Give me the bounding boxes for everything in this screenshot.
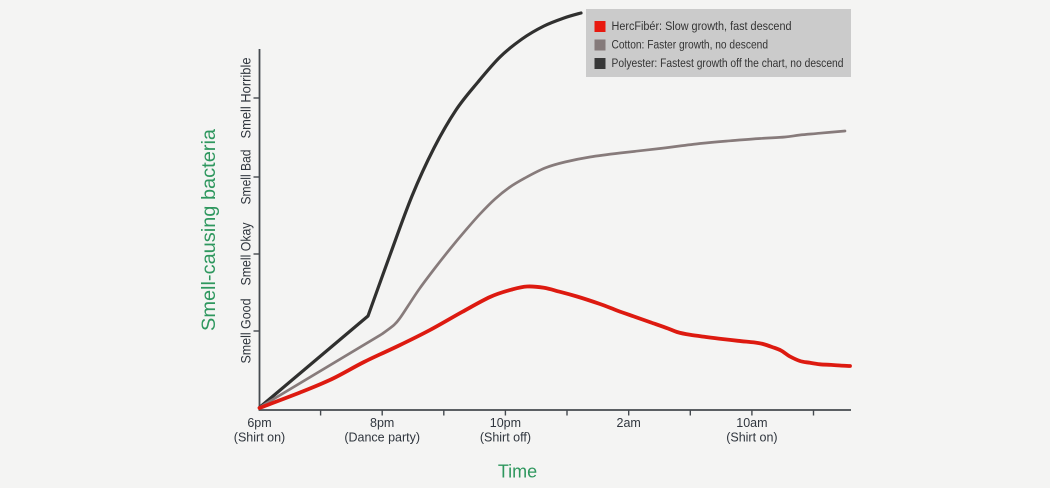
svg-text:Smell Horrible: Smell Horrible [238,58,253,139]
svg-text:Polyester: Fastest growth off: Polyester: Fastest growth off the chart,… [612,56,844,70]
svg-text:10pm: 10pm [490,416,521,430]
svg-text:Smell Bad: Smell Bad [238,150,253,205]
svg-text:(Shirt on): (Shirt on) [726,431,777,445]
svg-text:Cotton: Faster growth, no desc: Cotton: Faster growth, no descend [612,38,769,52]
svg-text:Smell-causing bacteria: Smell-causing bacteria [198,129,220,331]
svg-text:HercFibér: Slow growth, fast d: HercFibér: Slow growth, fast descend [612,19,792,33]
svg-text:(Shirt off): (Shirt off) [480,431,531,445]
svg-text:(Shirt on): (Shirt on) [234,431,285,445]
svg-text:Smell Okay: Smell Okay [238,222,253,285]
svg-text:2am: 2am [617,416,641,430]
svg-text:(Dance party): (Dance party) [344,431,420,445]
svg-text:6pm: 6pm [247,416,271,430]
svg-text:Smell Good: Smell Good [238,299,253,364]
svg-text:Time: Time [498,462,537,482]
svg-text:8pm: 8pm [370,416,394,430]
svg-text:10am: 10am [736,416,767,430]
